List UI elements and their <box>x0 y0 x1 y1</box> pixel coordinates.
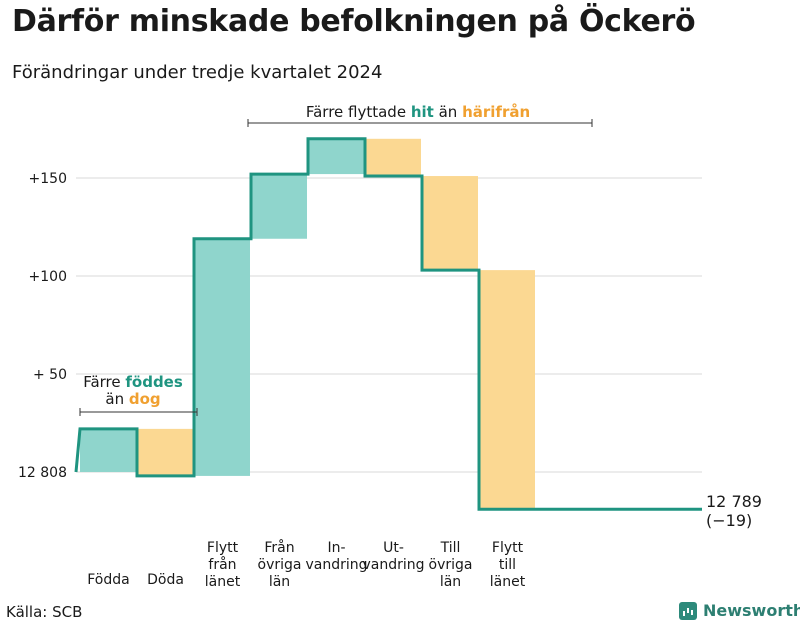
x-tick-label: vandring <box>305 557 367 573</box>
chart-subtitle: Förändringar under tredje kvartalet 2024 <box>12 62 383 83</box>
y-tick-label: +150 <box>29 171 67 187</box>
x-tick-label: länet <box>205 574 241 590</box>
bar <box>251 174 307 239</box>
x-tick-label: In- <box>327 540 345 556</box>
y-axis-ticks: +150 +100 + 50 12 808 <box>18 171 67 481</box>
x-tick-label: Ut- <box>383 540 404 556</box>
x-tick-label: vandring <box>362 557 424 573</box>
x-tick-label: övriga <box>429 557 473 573</box>
x-tick-label: Från <box>264 539 294 556</box>
end-change-label: (−19) <box>706 511 752 530</box>
x-tick-label: län <box>269 574 290 590</box>
bar <box>194 238 250 476</box>
bar <box>308 138 364 175</box>
bar <box>479 270 535 510</box>
newsworthy-logo-icon <box>679 601 697 620</box>
y-tick-label: +100 <box>29 269 67 285</box>
x-tick-label: Flytt <box>207 540 239 556</box>
y-tick-label: + 50 <box>33 367 67 383</box>
x-tick-label: Till <box>440 540 461 556</box>
annotation-births-line1: Färre föddes <box>83 373 183 391</box>
bars <box>80 138 535 510</box>
x-tick-label: till <box>499 557 516 573</box>
chart-title: Därför minskade befolkningen på Öckerö <box>12 4 696 39</box>
step-line-path <box>74 137 702 511</box>
annotation-births-line2: än dog <box>105 390 160 408</box>
x-tick-label: Flytt <box>492 540 524 556</box>
x-tick-label: från <box>208 556 236 573</box>
bar <box>365 138 421 177</box>
brand-logo: Newsworthy <box>679 601 800 620</box>
x-tick-label: övriga <box>258 557 302 573</box>
end-value-label: 12 789 <box>706 492 762 511</box>
bar <box>80 428 136 472</box>
x-tick-label: Födda <box>87 572 129 588</box>
y-tick-label: 12 808 <box>18 465 67 481</box>
x-tick-label: län <box>440 574 461 590</box>
source-note: Källa: SCB <box>6 603 83 621</box>
x-tick-label: länet <box>490 574 526 590</box>
bar <box>137 428 193 476</box>
gridlines <box>76 177 702 473</box>
bar <box>422 176 478 271</box>
brand-name: Newsworthy <box>703 601 800 620</box>
step-line <box>74 137 702 511</box>
annotation-migration: Färre flyttade hit än härifrån <box>306 103 530 121</box>
x-axis-labels: Födda DödaFlyttfrånlänetFrånövrigalänIn-v… <box>87 539 525 590</box>
x-tick-label: Döda <box>147 572 184 588</box>
end-label: 12 789(−19) <box>706 492 762 530</box>
